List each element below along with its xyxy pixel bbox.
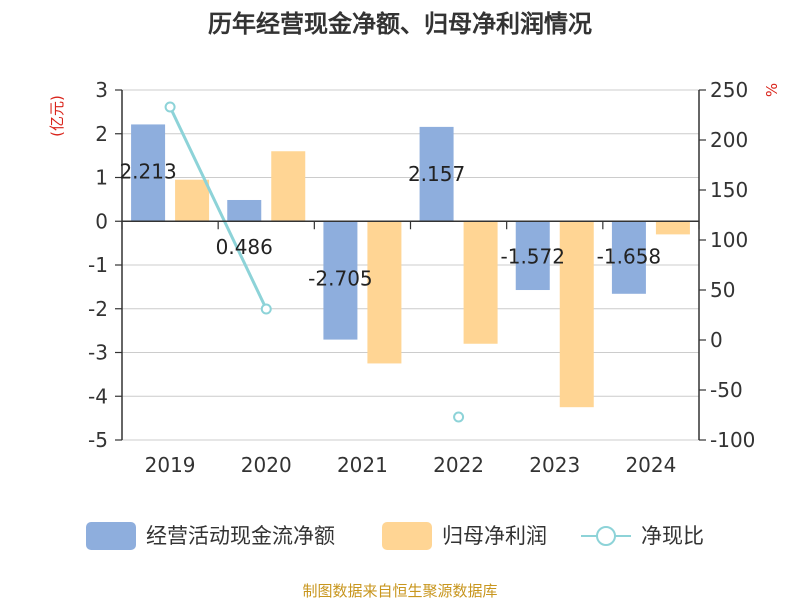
- y-right-tick-label: 50: [710, 278, 735, 302]
- y-left-tick-label: -5: [88, 428, 108, 452]
- source-note: 制图数据来自恒生聚源数据库: [302, 582, 497, 600]
- y-left-tick-label: 3: [95, 78, 108, 102]
- x-tick-label: 2021: [337, 453, 388, 477]
- y-left-tick-label: 1: [95, 166, 108, 190]
- y-right-tick-label: 100: [710, 228, 748, 252]
- y-left-tick-label: -2: [88, 297, 108, 321]
- y-left-tick-label: 2: [95, 122, 108, 146]
- data-labels: 2.213 0.486 -2.705 2.157 -1.572 -1.658: [119, 159, 661, 290]
- bar-cashflow: [419, 126, 454, 222]
- bar-cashflow: [131, 124, 166, 222]
- right-axis-unit: %: [763, 83, 781, 97]
- left-axis-unit: (亿元): [48, 95, 66, 137]
- legend-label-ratio[interactable]: 净现比: [641, 524, 704, 548]
- legend: 经营活动现金流净额 归母净利润 净现比: [86, 522, 704, 550]
- legend-swatch-cashflow[interactable]: [86, 522, 136, 550]
- ratio-point: [453, 411, 465, 423]
- gridlines: [122, 89, 699, 441]
- ratio-point: [260, 303, 272, 315]
- ratio-line-segment: [168, 106, 268, 310]
- legend-marker-ratio[interactable]: [596, 526, 616, 546]
- y-right-tick-label: 150: [710, 178, 748, 202]
- x-tick-label: 2019: [145, 453, 196, 477]
- x-tick-label: 2023: [529, 453, 580, 477]
- legend-swatch-netprofit[interactable]: [382, 522, 432, 550]
- y-left-tick-label: -1: [88, 253, 108, 277]
- data-label-cashflow: -1.572: [501, 244, 565, 268]
- bar-netprofit: [175, 179, 210, 222]
- y-right-tick-label: 250: [710, 78, 748, 102]
- bar-netprofit: [463, 221, 498, 344]
- bar-cashflow: [323, 221, 358, 340]
- x-tick-label: 2022: [433, 453, 484, 477]
- bar-cashflow: [515, 221, 550, 291]
- legend-label-netprofit[interactable]: 归母净利润: [442, 524, 547, 548]
- x-tick-label: 2024: [625, 453, 676, 477]
- y-right-tick-label: 0: [710, 328, 723, 352]
- bar-netprofit: [271, 151, 306, 222]
- bar-netprofit: [559, 221, 594, 408]
- y-left-tick-label: 0: [95, 209, 108, 233]
- ratio-point: [164, 101, 176, 113]
- bar-netprofit: [655, 221, 690, 235]
- y-right-tick-label: 200: [710, 128, 748, 152]
- bar-cashflow: [611, 221, 646, 294]
- y-right-tick-label: -50: [710, 378, 743, 402]
- y-left-tick-label: -4: [88, 384, 108, 408]
- bar-layer: [131, 124, 690, 408]
- legend-label-cashflow[interactable]: 经营活动现金流净额: [146, 524, 335, 548]
- data-label-cashflow: 2.157: [408, 162, 465, 186]
- data-label-cashflow: -1.658: [597, 244, 661, 268]
- bar-netprofit: [367, 221, 402, 364]
- y-right-tick-label: -100: [710, 428, 755, 452]
- chart-title: 历年经营现金净额、归母净利润情况: [208, 10, 592, 38]
- bar-cashflow: [227, 199, 262, 222]
- data-label-cashflow: -2.705: [308, 266, 372, 290]
- data-label-cashflow: 0.486: [216, 235, 273, 259]
- line-layer: [164, 101, 465, 423]
- axes: 3 2 1 0 -1 -2 -3 -4 -5 250 200 150 100 50 0 -50 -100 2019…: [88, 78, 755, 477]
- x-tick-label: 2020: [241, 453, 292, 477]
- data-label-cashflow: 2.213: [119, 159, 176, 183]
- y-left-tick-label: -3: [88, 341, 108, 365]
